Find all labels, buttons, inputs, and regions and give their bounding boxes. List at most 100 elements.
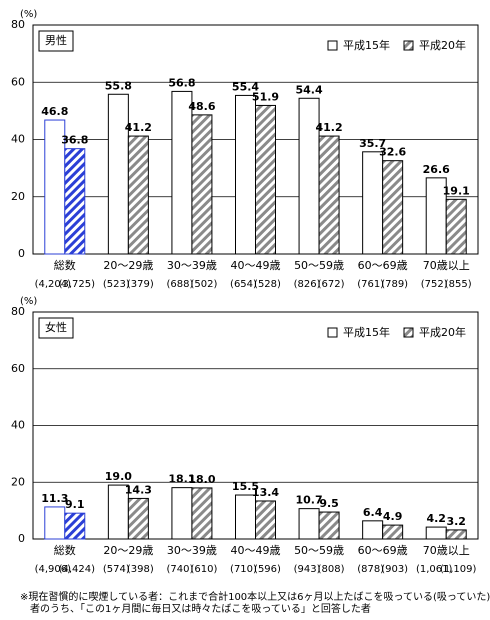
value-label: 19.1 (443, 184, 470, 197)
bar (127, 135, 149, 255)
sample-size: (688) (166, 279, 193, 290)
value-label: 9.5 (319, 497, 339, 510)
legend-label: 平成20年 (419, 38, 466, 52)
x-tick-label: 70歳以上 (423, 259, 470, 272)
y-tick-label: 0 (18, 247, 25, 260)
bar (382, 160, 404, 255)
panel-label-box (38, 30, 74, 52)
sample-size: (596) (254, 564, 281, 575)
y-tick-label: 80 (11, 305, 25, 318)
value-label: 4.9 (383, 510, 403, 523)
bar (127, 497, 149, 540)
y-tick-label: 80 (11, 18, 25, 31)
value-label: 55.4 (232, 80, 259, 93)
value-label: 48.6 (188, 100, 215, 113)
value-label: 26.6 (423, 163, 450, 176)
sample-size: (4,204) (35, 279, 72, 290)
bar (64, 148, 86, 255)
panel-label: 男性 (45, 33, 67, 47)
value-label: 9.1 (65, 498, 85, 511)
sample-size: (4,424) (59, 564, 96, 575)
footnote: ※現在習慣的に喫煙している者：これまで合計100本以上又は6ヶ月以上たばこを吸っ… (20, 590, 490, 603)
bar (44, 506, 66, 540)
sample-size: (752) (421, 279, 448, 290)
x-tick-label: 30～39歳 (167, 544, 217, 557)
value-label: 55.8 (105, 79, 132, 92)
legend-label: 平成15年 (343, 325, 390, 339)
x-tick-label: 40～49歳 (231, 544, 281, 557)
y-tick-label: 20 (11, 190, 25, 203)
bar (191, 114, 213, 255)
y-tick-label: 60 (11, 75, 25, 88)
bar (298, 508, 320, 540)
x-tick-label: 40～49歳 (231, 259, 281, 272)
sample-size: (740) (166, 564, 193, 575)
sample-size: (826) (294, 279, 321, 290)
value-label: 6.4 (363, 506, 383, 519)
legend-label: 平成15年 (343, 38, 390, 52)
legend-label: 平成20年 (419, 325, 466, 339)
value-label: 3.2 (446, 515, 466, 528)
x-tick-label: 60～69歳 (358, 544, 408, 557)
legend-swatch (327, 327, 338, 338)
y-tick-label: 40 (11, 419, 25, 432)
bar (445, 198, 467, 255)
sample-size: (789) (381, 279, 408, 290)
x-tick-label: 20～29歳 (103, 259, 153, 272)
unit-label: (%) (20, 296, 37, 307)
value-label: 32.6 (379, 146, 406, 159)
sample-size: (672) (318, 279, 345, 290)
sample-size: (1,061) (416, 564, 453, 575)
value-label: 10.7 (296, 494, 323, 507)
bar (191, 487, 213, 540)
bar (425, 526, 447, 540)
sample-size: (808) (318, 564, 345, 575)
footnote: 者のうち、「この1ヶ月間に毎日又は時々たばこを吸っている」と回答した者 (30, 602, 371, 615)
sample-size: (574) (103, 564, 130, 575)
value-label: 51.9 (252, 90, 279, 103)
bar (318, 511, 340, 540)
bar (318, 135, 340, 255)
sample-size: (943) (294, 564, 321, 575)
bar (235, 494, 256, 540)
bar (445, 529, 467, 540)
value-label: 41.2 (125, 121, 152, 134)
legend-swatch (403, 327, 414, 338)
legend-swatch (403, 40, 414, 51)
sample-size: (878) (357, 564, 384, 575)
value-label: 14.3 (125, 483, 152, 496)
x-tick-label: 50～59歳 (294, 259, 344, 272)
bar (255, 104, 276, 255)
bar (362, 520, 384, 540)
x-tick-label: 50～59歳 (294, 544, 344, 557)
value-label: 15.5 (232, 480, 259, 493)
y-tick-label: 60 (11, 362, 25, 375)
value-label: 19.0 (105, 470, 132, 483)
value-label: 18.1 (168, 473, 195, 486)
sample-size: (523) (103, 279, 130, 290)
sample-size: (379) (127, 279, 154, 290)
value-label: 18.0 (188, 473, 215, 486)
sample-size: (654) (230, 279, 257, 290)
sample-size: (4,906) (35, 564, 72, 575)
unit-label: (%) (20, 9, 37, 20)
sample-size: (398) (127, 564, 154, 575)
bar (171, 90, 193, 255)
sample-size: (3,725) (59, 279, 96, 290)
sample-size: (761) (357, 279, 384, 290)
sample-size: (903) (381, 564, 408, 575)
x-tick-label: 総数 (54, 543, 76, 557)
panel-label: 女性 (45, 320, 67, 334)
bar (171, 487, 193, 540)
panel-label-box (38, 317, 74, 339)
legend-swatch (327, 40, 338, 51)
x-tick-label: 30～39歳 (167, 259, 217, 272)
y-tick-label: 0 (18, 532, 25, 545)
value-label: 36.8 (61, 134, 88, 147)
bar (255, 500, 276, 540)
sample-size: (1,109) (440, 564, 477, 575)
x-tick-label: 総数 (54, 258, 76, 272)
sample-size: (710) (230, 564, 257, 575)
value-label: 46.8 (41, 105, 68, 118)
